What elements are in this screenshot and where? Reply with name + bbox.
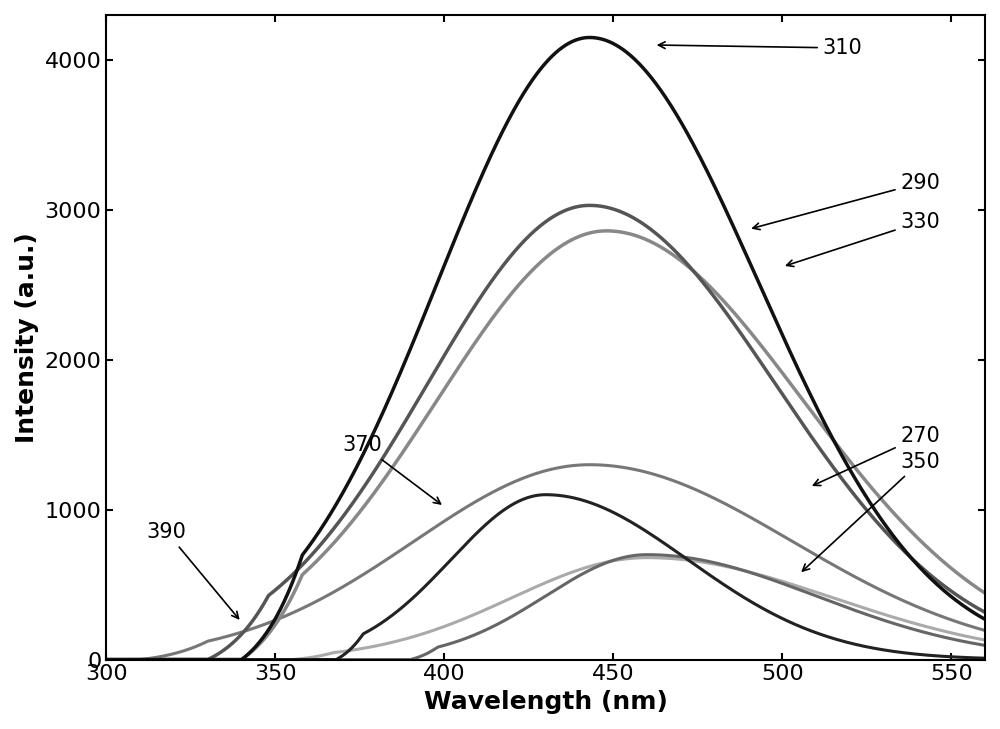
Text: 270: 270: [813, 426, 940, 486]
X-axis label: Wavelength (nm): Wavelength (nm): [424, 690, 668, 714]
Text: 350: 350: [803, 452, 940, 571]
Text: 290: 290: [753, 173, 940, 230]
Text: 370: 370: [343, 435, 441, 504]
Text: 310: 310: [658, 38, 863, 58]
Y-axis label: Intensity (a.u.): Intensity (a.u.): [15, 232, 39, 443]
Text: 390: 390: [147, 522, 239, 618]
Text: 330: 330: [787, 212, 940, 267]
